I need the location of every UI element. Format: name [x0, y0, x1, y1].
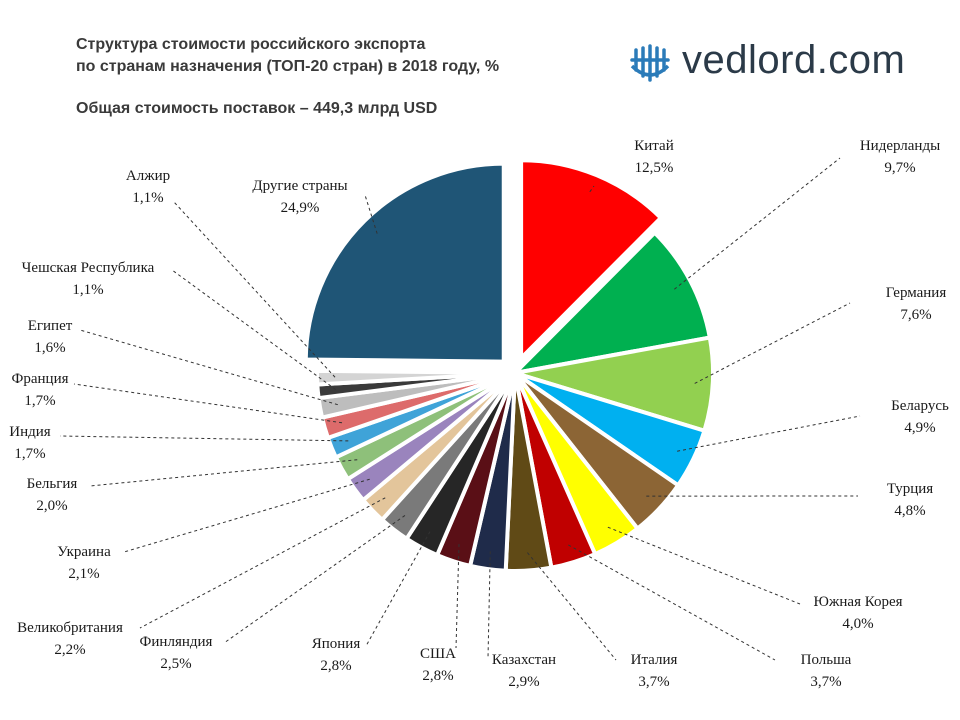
- leader-line-польша: [568, 544, 776, 661]
- slice-label-чешская-республика: Чешская Республика: [22, 260, 155, 276]
- pie-slice-китай: [519, 158, 664, 364]
- slice-value-франция: 1,7%: [24, 393, 55, 409]
- slice-label-италия: Италия: [631, 652, 678, 668]
- slice-value-нидерланды: 9,7%: [884, 160, 915, 176]
- leader-line-нидерланды: [674, 157, 841, 290]
- pie-slice-алжир: [315, 368, 516, 387]
- slice-label-египет: Египет: [28, 318, 73, 334]
- chart-subtitle: Общая стоимость поставок – 449,3 млрд US…: [76, 100, 438, 117]
- slice-label-сша: США: [420, 646, 456, 662]
- slice-value-южная-корея: 4,0%: [842, 616, 873, 632]
- leader-line-япония: [365, 531, 431, 647]
- slice-value-великобритания: 2,2%: [54, 642, 85, 658]
- slice-label-алжир: Алжир: [126, 168, 170, 184]
- slice-label-нидерланды: Нидерланды: [860, 138, 940, 154]
- slice-label-финляндия: Финляндия: [140, 634, 213, 650]
- leader-line-франция: [73, 383, 343, 424]
- leader-line-сша: [455, 544, 460, 649]
- slice-label-япония: Япония: [312, 636, 361, 652]
- slice-value-италия: 3,7%: [638, 674, 669, 690]
- vedlord-logo: vedlord.com: [630, 38, 930, 98]
- pie-slice-другие-страны: [303, 161, 506, 364]
- chart-title-line2: по странам назначения (ТОП-20 стран) в 2…: [76, 58, 500, 75]
- slice-value-алжир: 1,1%: [132, 190, 163, 206]
- slice-value-украина: 2,1%: [68, 566, 99, 582]
- slice-value-бельгия: 2,0%: [36, 498, 67, 514]
- slice-label-китай: Китай: [634, 138, 673, 154]
- slice-label-другие-страны: Другие страны: [252, 178, 347, 194]
- slice-value-польша: 3,7%: [810, 674, 841, 690]
- slice-label-индия: Индия: [9, 424, 51, 440]
- slice-value-япония: 2,8%: [320, 658, 351, 674]
- leader-line-другие-страны: [364, 194, 378, 234]
- slice-label-казахстан: Казахстан: [492, 652, 556, 668]
- slice-value-беларусь: 4,9%: [904, 420, 935, 436]
- leader-line-бельгия: [89, 459, 358, 487]
- slice-value-китай: 12,5%: [635, 160, 674, 176]
- slice-label-франция: Франция: [12, 371, 69, 387]
- leader-line-алжир: [173, 201, 336, 378]
- leader-line-италия: [527, 552, 617, 661]
- slice-value-турция: 4,8%: [894, 503, 925, 519]
- chart-title: Структура стоимости российского экспорта…: [76, 34, 499, 78]
- slice-label-германия: Германия: [886, 285, 947, 301]
- globe-grid-icon: [630, 44, 670, 82]
- slice-label-бельгия: Бельгия: [27, 476, 78, 492]
- slice-value-индия: 1,7%: [14, 446, 45, 462]
- leader-line-чешская-республика: [171, 269, 337, 391]
- logo-text: vedlord.com: [682, 38, 906, 82]
- leader-line-германия: [694, 302, 851, 384]
- leader-line-китай: [589, 185, 595, 193]
- leader-line-великобритания: [139, 497, 386, 629]
- slice-label-турция: Турция: [887, 481, 933, 497]
- slice-label-беларусь: Беларусь: [891, 398, 949, 414]
- slice-value-египет: 1,6%: [34, 340, 65, 356]
- slice-value-германия: 7,6%: [900, 307, 931, 323]
- slice-value-финляндия: 2,5%: [160, 656, 191, 672]
- slice-label-великобритания: Великобритания: [17, 620, 123, 636]
- slice-value-сша: 2,8%: [422, 668, 453, 684]
- slice-value-другие-страны: 24,9%: [281, 200, 320, 216]
- slice-label-польша: Польша: [801, 652, 852, 668]
- leader-line-беларусь: [677, 415, 861, 452]
- leader-line-украина: [123, 478, 370, 553]
- slice-value-казахстан: 2,9%: [508, 674, 539, 690]
- slice-label-южная-корея: Южная Корея: [813, 594, 902, 610]
- leader-line-южная-корея: [607, 526, 801, 605]
- chart-title-line1: Структура стоимости российского экспорта: [76, 36, 426, 53]
- leader-line-финляндия: [223, 515, 406, 644]
- leader-line-египет: [79, 329, 338, 406]
- slice-label-украина: Украина: [57, 544, 111, 560]
- pie-slice-нидерланды: [509, 229, 713, 377]
- leader-line-индия: [59, 435, 349, 442]
- slice-value-чешская-республика: 1,1%: [72, 282, 103, 298]
